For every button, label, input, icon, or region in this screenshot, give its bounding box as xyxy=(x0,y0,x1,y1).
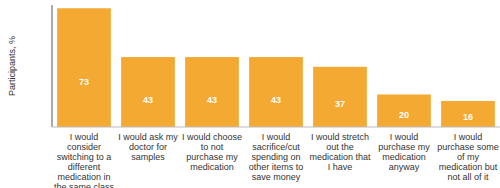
label-line: I would choose xyxy=(182,132,242,142)
data-label: 37 xyxy=(335,99,345,109)
category-label: I wouldpurchase someof mymedication butn… xyxy=(437,132,499,182)
category-label: I would ask mydoctor forsamples xyxy=(118,132,178,162)
label-line: not all of it xyxy=(447,172,489,182)
label-line: I have xyxy=(328,162,353,172)
category-label: I wouldpurchase mymedicationanyway xyxy=(378,132,430,172)
data-label: 20 xyxy=(399,110,409,120)
label-line: switching to a xyxy=(57,152,112,162)
x-axis xyxy=(52,127,500,128)
data-label: 73 xyxy=(79,77,89,87)
bar xyxy=(185,57,239,127)
bar xyxy=(57,8,111,127)
label-line: different xyxy=(68,162,101,172)
data-label: 43 xyxy=(271,95,281,105)
bar xyxy=(441,101,495,127)
data-label: 43 xyxy=(207,95,217,105)
label-line: out the xyxy=(326,142,354,152)
label-line: other items to xyxy=(249,162,304,172)
label-line: of my xyxy=(457,152,480,162)
category-label: I would stretchout themedication thatI h… xyxy=(309,132,371,172)
label-line: purchase my xyxy=(186,152,238,162)
label-line: to not xyxy=(201,142,224,152)
y-axis-label: Participants, % xyxy=(7,36,17,96)
bar xyxy=(313,67,367,127)
category-label: I wouldsacrifice/cutspending onother ite… xyxy=(249,132,304,182)
category-label: I would chooseto notpurchase mymedicatio… xyxy=(182,132,242,172)
bar xyxy=(377,94,431,127)
data-label: 16 xyxy=(463,112,473,122)
label-line: anyway xyxy=(389,162,420,172)
label-line: I would xyxy=(454,132,483,142)
label-line: I would xyxy=(262,132,291,142)
label-line: I would stretch xyxy=(311,132,369,142)
label-line: medication but xyxy=(439,162,498,172)
category-label: I wouldconsiderswitching to adifferentme… xyxy=(54,132,115,188)
label-line: I would xyxy=(70,132,99,142)
label-line: samples xyxy=(131,152,165,162)
label-line: medication in xyxy=(57,172,110,182)
chart: 73434343372016Participants, %I wouldcons… xyxy=(0,0,500,188)
label-line: doctor for xyxy=(129,142,167,152)
label-line: medication that xyxy=(309,152,371,162)
label-line: consider xyxy=(67,142,101,152)
data-label: 43 xyxy=(143,95,153,105)
label-line: purchase my xyxy=(378,142,430,152)
label-line: save money xyxy=(252,172,301,182)
label-line: the same class xyxy=(54,182,115,188)
bar xyxy=(121,57,175,127)
bars xyxy=(57,8,495,127)
label-line: purchase some xyxy=(437,142,499,152)
label-line: medication xyxy=(382,152,426,162)
label-line: sacrifice/cut xyxy=(252,142,300,152)
label-line: I would xyxy=(390,132,419,142)
y-axis xyxy=(52,5,53,127)
label-line: I would ask my xyxy=(118,132,178,142)
bar xyxy=(249,57,303,127)
label-line: spending on xyxy=(251,152,300,162)
label-line: medication xyxy=(190,162,234,172)
